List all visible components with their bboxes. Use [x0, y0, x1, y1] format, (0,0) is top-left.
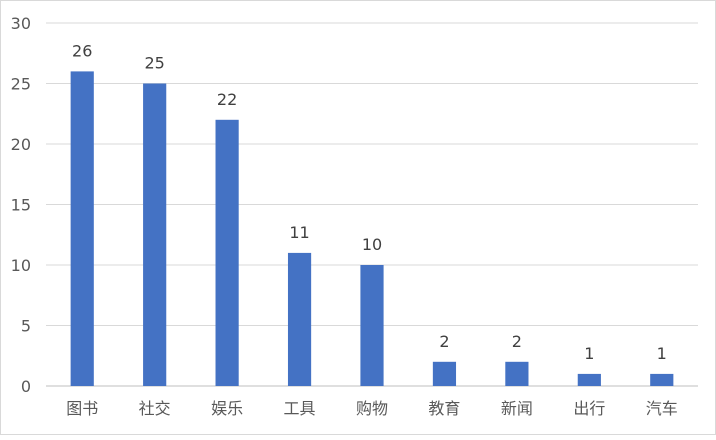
bar	[70, 71, 94, 387]
bar	[432, 361, 457, 386]
data-label: 2	[512, 332, 522, 351]
x-axis-categories: 图书 社交 娱乐 工具 购物 教育 新闻 出行 汽车	[66, 399, 678, 418]
data-label: 25	[144, 54, 164, 73]
data-label: 11	[289, 223, 309, 242]
data-label: 22	[217, 90, 237, 109]
bar	[215, 119, 239, 387]
category-label: 图书	[66, 399, 98, 418]
data-label: 1	[657, 344, 667, 363]
bar	[360, 265, 384, 386]
y-tick-label: 25	[11, 75, 31, 94]
category-label: 工具	[284, 399, 316, 418]
bar	[650, 373, 674, 386]
bar	[143, 83, 167, 386]
category-label: 汽车	[646, 399, 678, 418]
category-label: 教育	[428, 399, 460, 418]
category-label: 购物	[356, 399, 388, 418]
bar	[577, 373, 601, 386]
y-tick-label: 30	[11, 14, 31, 33]
data-label: 26	[72, 41, 92, 60]
category-label: 出行	[573, 399, 605, 418]
y-tick-label: 5	[21, 317, 31, 336]
y-tick-label: 15	[11, 196, 31, 215]
data-label: 1	[584, 344, 594, 363]
category-label: 娱乐	[211, 399, 243, 418]
category-label: 社交	[139, 399, 171, 418]
data-label: 2	[439, 332, 449, 351]
bar	[505, 361, 529, 386]
category-label: 新闻	[501, 399, 533, 418]
y-tick-label: 20	[11, 135, 31, 154]
y-axis-ticks: 0 5 10 15 20 25 30	[11, 14, 31, 396]
y-tick-label: 10	[11, 256, 31, 275]
y-tick-label: 0	[21, 377, 31, 396]
bars	[70, 71, 674, 387]
data-label: 10	[362, 235, 382, 254]
bar	[287, 252, 312, 386]
